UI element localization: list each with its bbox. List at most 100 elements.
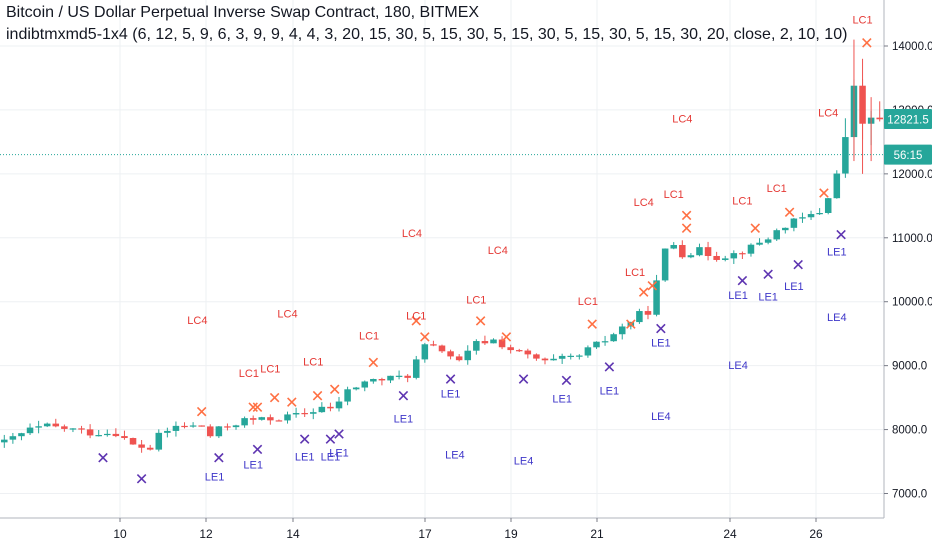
candle-body (679, 244, 686, 258)
candle-body (387, 375, 394, 381)
lc-cross-marker (750, 223, 761, 233)
candle-body (644, 311, 652, 315)
lc-signal-label: LC4 (818, 107, 838, 119)
le-cross-marker (793, 259, 803, 270)
lc-cross-marker (681, 223, 692, 233)
le-signal-label: LE1 (329, 447, 349, 459)
le-signal-label: LE1 (321, 451, 341, 463)
candle-body (370, 378, 377, 382)
candle-body (215, 426, 223, 437)
le-signal-label: LE1 (728, 290, 748, 302)
candle-body (515, 350, 523, 352)
lc-cross-marker (368, 357, 379, 368)
le-signal-label: LE4 (445, 449, 465, 461)
lc-cross-marker (312, 390, 323, 401)
lc-signal-label: LC1 (239, 368, 259, 380)
candle-body (412, 359, 420, 378)
price-tick-label: 9000.0 (892, 361, 927, 373)
candle-body (292, 413, 300, 415)
candle-body (258, 417, 266, 420)
candle-body (816, 213, 823, 215)
lc-signal-label: LC4 (402, 228, 422, 240)
candle-body (653, 280, 660, 315)
candle-body (507, 347, 514, 351)
candle-body (241, 418, 248, 426)
lc-cross-marker (862, 38, 872, 48)
le-cross-marker (561, 375, 572, 386)
candle-body (404, 375, 411, 378)
candle-body (224, 426, 231, 428)
lc-cross-marker (248, 402, 258, 412)
candle-body (146, 447, 154, 450)
candle-body (352, 387, 360, 390)
candle-body (876, 117, 883, 120)
lc-cross-marker (819, 188, 829, 198)
candle-body (430, 344, 437, 346)
lc-cross-marker (329, 384, 340, 395)
candle-body (687, 255, 695, 258)
countdown-value: 56:15 (894, 150, 923, 162)
candle-body (670, 244, 677, 249)
lc-signal-label: LC1 (406, 311, 426, 323)
le-cross-marker (763, 269, 773, 279)
lc-cross-marker (420, 332, 430, 342)
candle-body (129, 438, 137, 445)
candle-body (86, 429, 94, 436)
candles (1, 39, 883, 453)
candle-body (69, 428, 77, 430)
candle-body (464, 350, 472, 361)
lc-signal-label: LC4 (187, 315, 207, 327)
candle-body (189, 425, 197, 427)
candle-body (78, 428, 85, 430)
candle-body (533, 354, 540, 359)
candle-body (696, 247, 703, 256)
time-tick-label: 26 (809, 527, 823, 541)
candle-body (421, 344, 429, 360)
lc-cross-marker (475, 316, 486, 326)
lc-cross-marker (411, 316, 422, 326)
candle-body (773, 230, 780, 240)
lc-cross-marker (647, 280, 658, 291)
lc-cross-marker (196, 406, 207, 417)
candle-body (842, 137, 849, 174)
candle-body (490, 339, 497, 344)
candle-body (61, 426, 68, 429)
time-axis-bg (0, 518, 932, 550)
lc-signal-label: LC1 (664, 189, 684, 201)
indicator-legend[interactable]: indibtmxmd5-1x4 (6, 12, 5, 9, 6, 3, 9, 9… (6, 26, 848, 43)
le-signal-label: LE4 (728, 360, 748, 372)
time-tick-label: 19 (504, 527, 518, 541)
candle-body (713, 255, 720, 260)
candle-body (104, 433, 111, 436)
le-cross-marker (836, 229, 846, 240)
candle-body (361, 381, 369, 388)
lc-signal-label: LC4 (277, 309, 297, 321)
candle-body (52, 423, 60, 427)
lc-signal-label: LC1 (359, 330, 379, 342)
candle-body (438, 345, 446, 352)
price-tick-label: 7000.0 (892, 489, 927, 501)
candle-body (764, 239, 772, 243)
le-cross-marker (398, 390, 409, 401)
candle-body (138, 444, 145, 448)
candle-body (301, 413, 308, 415)
time-tick-label: 12 (199, 527, 213, 541)
candle-body (790, 218, 798, 228)
candle-body (799, 217, 806, 219)
le-cross-marker (445, 374, 456, 384)
le-signal-label: LE1 (243, 460, 263, 472)
candle-body (155, 432, 163, 450)
lc-cross-marker (626, 319, 636, 329)
candle-body (833, 173, 841, 199)
candle-body (43, 423, 51, 427)
price-tick-label: 8000.0 (892, 425, 927, 437)
candle-body (344, 389, 351, 402)
candle-body (327, 406, 334, 409)
candle-body (395, 375, 403, 377)
le-signal-label: LE1 (441, 389, 461, 401)
candle-body (181, 425, 188, 428)
le-cross-marker (136, 474, 147, 484)
lc-signal-label: LC1 (578, 296, 598, 308)
